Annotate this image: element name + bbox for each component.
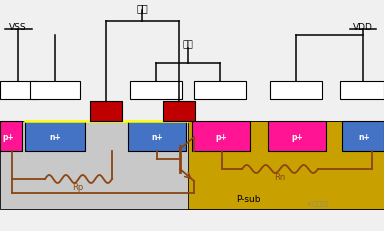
Text: IC技能搞运: IC技能搞运 [307,200,329,206]
Bar [128,122,186,151]
Bar [130,82,182,100]
Text: p+: p+ [2,132,14,141]
Text: Rp: Rp [72,183,84,192]
Text: Rn: Rn [275,173,286,182]
Bar [194,82,246,100]
Text: p+: p+ [291,132,303,141]
Bar [270,82,322,100]
Bar [25,122,85,151]
Bar [0,122,22,151]
Bar [30,82,80,100]
Bar [342,122,384,151]
Text: VDD: VDD [353,22,373,31]
Bar [188,122,384,209]
Text: 输出: 输出 [183,40,194,49]
Bar [90,102,122,122]
Text: 输入: 输入 [136,3,148,13]
Text: P-sub: P-sub [236,195,260,204]
Text: n+: n+ [358,132,370,141]
Text: VSS: VSS [9,22,27,31]
Bar [192,122,250,151]
Text: n+: n+ [151,132,163,141]
Bar [163,102,195,122]
Bar [340,82,384,100]
Bar [0,122,384,209]
Text: n+: n+ [49,132,61,141]
Bar [0,82,38,100]
Bar [268,122,326,151]
Text: p+: p+ [215,132,227,141]
